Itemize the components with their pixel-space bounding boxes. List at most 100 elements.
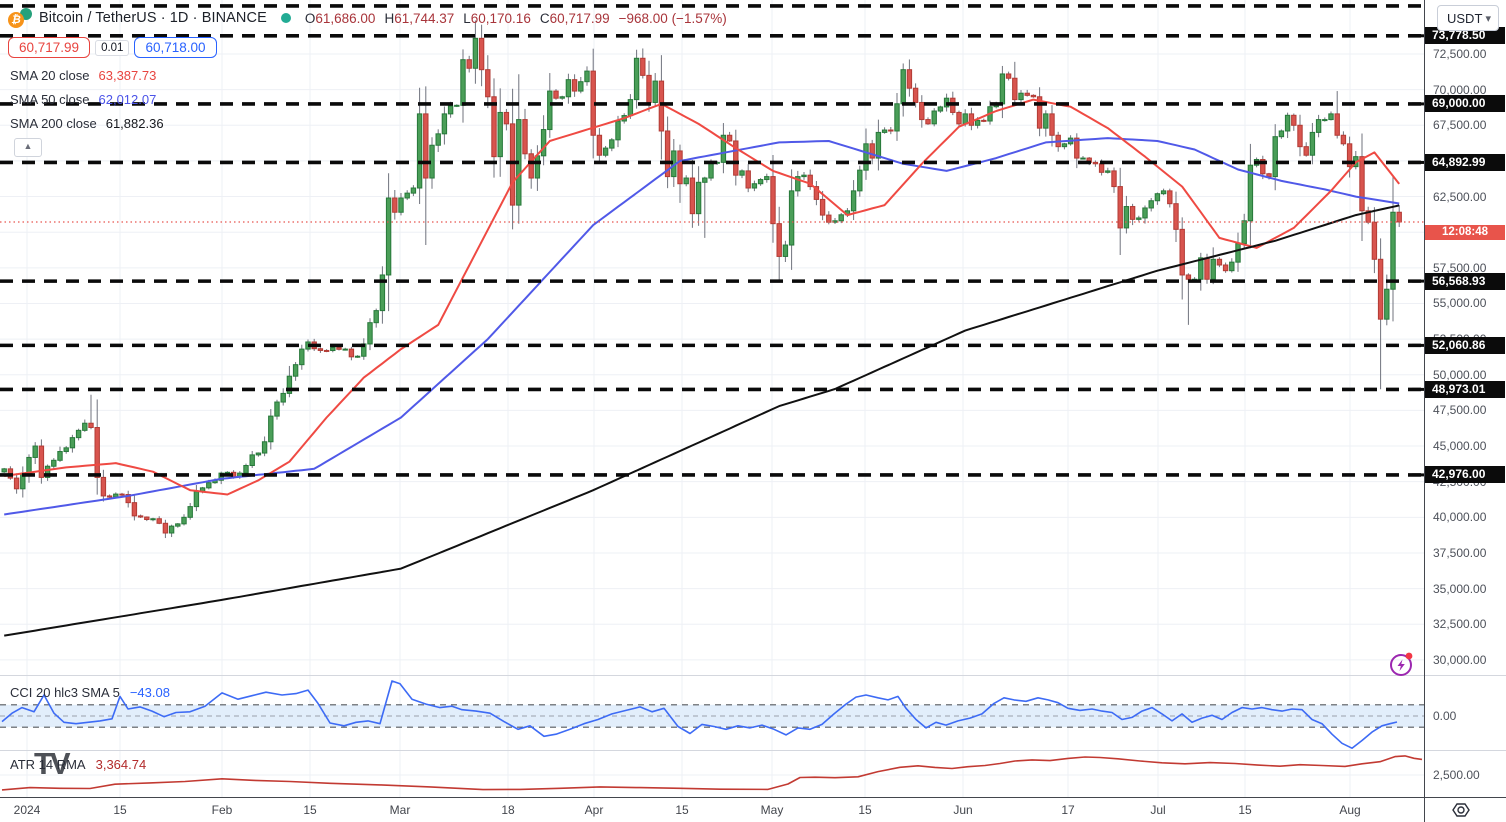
candle-body: [106, 495, 113, 498]
candle-body: [695, 181, 702, 215]
candle-body: [826, 214, 832, 223]
time-tick-label: May: [760, 803, 784, 817]
candle-body: [379, 274, 386, 312]
cci-zero-tick-label: 0.00: [1433, 709, 1457, 723]
price-tick-label: 37,500.00: [1433, 545, 1487, 560]
lightning-circle-icon: [1390, 654, 1412, 676]
atr-value: 3,364.74: [95, 757, 147, 772]
candle-body: [795, 176, 801, 192]
candle-body: [528, 153, 534, 179]
sma200-name: SMA 200 close: [10, 116, 97, 131]
candle-body: [1018, 92, 1024, 101]
candle-body: [44, 465, 51, 478]
candle-body: [925, 119, 931, 125]
price-tick-label: 30,000.00: [1433, 652, 1487, 667]
candle-body: [51, 459, 57, 467]
buy-price-button[interactable]: 60,718.00: [134, 37, 217, 58]
candle-body: [1136, 217, 1142, 220]
candle-body: [776, 223, 782, 257]
candle-body: [398, 197, 404, 213]
candle-body: [745, 170, 751, 189]
candle-body: [75, 429, 82, 439]
candle-body: [1204, 257, 1210, 280]
candle-body: [1173, 203, 1179, 230]
candle-body: [981, 119, 987, 122]
sma20-line: [4, 98, 1400, 496]
candle-body: [565, 79, 572, 98]
symbol-title[interactable]: Bitcoin / TetherUS · 1D · BINANCE: [39, 10, 267, 26]
legend-atr[interactable]: ATR 14 RMA 3,364.74: [10, 757, 146, 772]
symbol-header[interactable]: ₿ Bitcoin / TetherUS · 1D · BINANCE O61,…: [8, 8, 727, 28]
candle-body: [323, 349, 330, 352]
candle-body: [1334, 113, 1340, 136]
candle-body: [1098, 163, 1105, 173]
legend-sma20[interactable]: SMA 20 close 63,387.73: [10, 68, 156, 83]
tradingview-watermark-logo: TV: [34, 746, 71, 781]
candle-body: [63, 447, 69, 453]
price-level-label: 42,976.00: [1425, 466, 1505, 484]
candle-body: [658, 80, 665, 132]
candle-body: [689, 177, 696, 215]
candle-body: [1322, 119, 1328, 122]
candle-body: [1148, 200, 1154, 209]
sell-price-button[interactable]: 60,717.99: [8, 37, 91, 58]
candle-body: [1210, 258, 1216, 280]
bar-countdown-label: 12:08:48: [1425, 224, 1505, 240]
time-tick-label: 17: [1061, 803, 1075, 817]
collapse-legend-button[interactable]: ▲: [14, 138, 42, 157]
candle-body: [137, 515, 144, 518]
lightning-bolt-icon: [1397, 659, 1405, 671]
candle-body: [423, 113, 429, 179]
candle-body: [454, 104, 460, 107]
candle-body: [702, 177, 708, 183]
cci-name: CCI 20 hlc3 SMA 5: [10, 685, 120, 700]
time-tick-label: Jul: [1150, 803, 1166, 817]
candle-body: [1284, 114, 1291, 132]
candle-body: [119, 493, 125, 496]
legend-sma200[interactable]: SMA 200 close 61,882.36: [10, 116, 164, 131]
candle-body: [354, 355, 361, 358]
legend-cci[interactable]: CCI 20 hlc3 SMA 5 −43.08: [10, 685, 170, 700]
candle-body: [1278, 130, 1285, 138]
candle-body: [1, 468, 7, 473]
candle-body: [819, 198, 826, 216]
sma50-line: [4, 137, 1400, 516]
candle-body: [1222, 264, 1229, 272]
candle-body: [1185, 274, 1192, 280]
candle-body: [838, 214, 844, 222]
atr-name: ATR 14 RMA: [10, 757, 86, 772]
legend-sma50[interactable]: SMA 50 close 62,012.07: [10, 92, 156, 107]
candle-body: [770, 176, 776, 225]
candle-body: [100, 476, 107, 497]
candle-body: [1024, 92, 1030, 96]
time-tick-label: 18: [501, 803, 515, 817]
candle-body: [764, 176, 770, 181]
ohlc-segment: C60,717.99: [539, 10, 610, 26]
candle-body: [900, 69, 906, 105]
candle-body: [1346, 143, 1353, 168]
lightning-button[interactable]: [1388, 650, 1416, 678]
candle-body: [330, 347, 336, 352]
candle-body: [540, 129, 547, 157]
price-level-label: 56,568.93: [1425, 272, 1505, 290]
candle-body: [497, 111, 503, 158]
candle-body: [317, 348, 324, 351]
time-tick-label: 15: [303, 803, 317, 817]
candle-body: [94, 427, 100, 478]
candle-body: [175, 523, 181, 527]
candle-body: [850, 190, 857, 212]
candle-body: [931, 110, 937, 125]
candle-body: [1005, 73, 1012, 79]
candle-body: [131, 502, 138, 517]
time-tick-label: 15: [675, 803, 689, 817]
time-scale[interactable]: 2024 15 Feb 15 Mar 18 Apr 15 May 15 Jun 17 Jul 15 Aug: [0, 797, 1506, 822]
currency-selector-button[interactable]: USDT ▾: [1437, 5, 1499, 31]
price-scale[interactable]: USDT ▾ 72,500.00 70,000.00 67,500.00 62,500…: [1424, 0, 1506, 822]
candle-body: [652, 80, 658, 103]
candle-body: [1315, 119, 1322, 133]
cci-value: −43.08: [129, 685, 170, 700]
candle-body: [739, 170, 745, 176]
candle-body: [348, 348, 355, 358]
settings-gear-icon[interactable]: [1450, 800, 1472, 822]
